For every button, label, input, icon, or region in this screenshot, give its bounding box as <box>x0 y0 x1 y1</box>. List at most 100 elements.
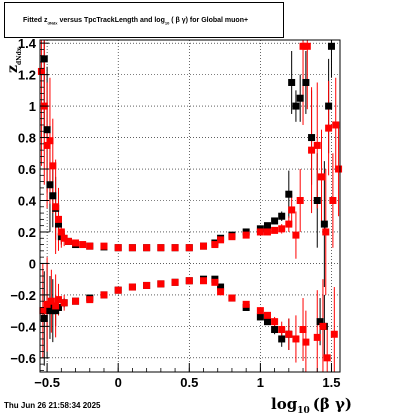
data-point <box>303 42 311 50</box>
data-point <box>64 237 72 245</box>
title-sub2: 10 <box>164 20 170 26</box>
data-point <box>86 296 94 304</box>
data-point <box>185 244 193 252</box>
data-point <box>263 228 271 236</box>
chart-title-box: Fitted zdNdx versus TpcTrackLength and l… <box>4 2 284 38</box>
data-point <box>330 330 338 338</box>
x-axis-label-main: log <box>271 395 298 413</box>
data-point <box>54 220 62 228</box>
data-point <box>316 318 324 326</box>
data-point <box>332 121 340 129</box>
data-point <box>72 297 80 305</box>
data-point <box>200 277 208 285</box>
data-point <box>322 228 330 236</box>
data-point <box>256 307 264 315</box>
data-point <box>285 220 293 228</box>
y-tick-label: 0.4 <box>18 193 37 208</box>
data-point <box>43 141 51 149</box>
title-prefix: Fitted z <box>23 17 48 24</box>
data-point <box>46 137 54 145</box>
data-point <box>318 173 326 181</box>
data-point <box>263 311 271 319</box>
data-point <box>128 283 136 291</box>
x-axis-label: log10 (β γ) <box>271 395 352 414</box>
y-tick-label: 0.8 <box>18 131 36 146</box>
data-point <box>278 326 286 334</box>
data-point <box>325 124 333 132</box>
data-point <box>299 42 307 50</box>
y-tick-label: −0.6 <box>10 351 36 366</box>
data-point <box>39 307 47 315</box>
data-point <box>263 318 271 326</box>
datestamp: Thu Jun 26 21:58:34 2025 <box>4 401 101 410</box>
data-point <box>43 126 51 134</box>
data-point <box>49 162 57 170</box>
data-point <box>278 335 286 343</box>
data-point <box>228 294 236 302</box>
data-point <box>242 231 250 239</box>
x-tick-label: −0.5 <box>34 375 60 390</box>
data-point <box>299 326 307 334</box>
x-tick-label: 0.5 <box>180 375 198 390</box>
data-point <box>114 286 122 294</box>
data-point <box>54 215 62 223</box>
x-axis-label-tail: (β γ) <box>313 395 352 413</box>
data-point <box>43 300 51 308</box>
x-tick-label: 0 <box>115 375 122 390</box>
data-point <box>100 242 108 250</box>
data-point <box>171 278 179 286</box>
data-point <box>52 302 60 310</box>
data-point <box>200 242 208 250</box>
data-point <box>302 78 310 86</box>
data-point <box>308 134 316 142</box>
x-tick-label: 1.5 <box>322 375 340 390</box>
data-point <box>54 296 62 304</box>
data-point <box>263 222 271 230</box>
data-point <box>278 225 286 233</box>
data-point <box>143 281 151 289</box>
data-point <box>292 335 300 343</box>
data-point <box>143 244 151 252</box>
x-axis-label-sub: 10 <box>297 406 310 414</box>
data-point <box>288 78 296 86</box>
data-point <box>157 280 165 288</box>
data-point <box>335 165 343 173</box>
data-point <box>327 42 335 50</box>
data-point <box>211 241 219 249</box>
data-point <box>271 226 279 234</box>
data-point <box>242 300 250 308</box>
data-point <box>46 181 54 189</box>
data-point <box>271 326 279 334</box>
data-point <box>296 196 304 204</box>
data-point <box>320 220 328 228</box>
y-tick-label: 0 <box>29 256 36 271</box>
data-point <box>217 236 225 244</box>
data-point <box>292 102 300 110</box>
data-point <box>128 244 136 252</box>
data-point <box>271 318 279 326</box>
data-point <box>86 242 94 250</box>
title-suffix: ( β γ) for Global muon+ <box>169 17 249 24</box>
data-point <box>114 244 122 252</box>
chart-title: Fitted zdNdx versus TpcTrackLength and l… <box>23 17 248 25</box>
data-point <box>40 315 48 323</box>
y-tick-label: 0.6 <box>18 162 36 177</box>
y-tick-label: 1.4 <box>18 36 37 51</box>
grid-lines <box>40 40 340 372</box>
data-point <box>292 231 300 239</box>
x-tick-label: 1 <box>257 375 264 390</box>
y-axis-label: zdNdx <box>5 47 23 73</box>
data-point <box>100 291 108 299</box>
data-point <box>157 244 165 252</box>
data-point <box>325 102 333 110</box>
data-point <box>302 338 310 346</box>
data-point <box>37 67 45 75</box>
y-tick-label: 1.2 <box>18 68 36 83</box>
data-point <box>49 192 57 200</box>
data-point <box>60 234 68 242</box>
data-point <box>185 277 193 285</box>
data-point <box>57 228 65 236</box>
axes: −0.6 −0.4 −0.2 0 0.2 0.4 0.6 0.8 1 1.2 1.4 −0.5 0 0.5… <box>10 36 340 390</box>
data-point <box>228 233 236 241</box>
